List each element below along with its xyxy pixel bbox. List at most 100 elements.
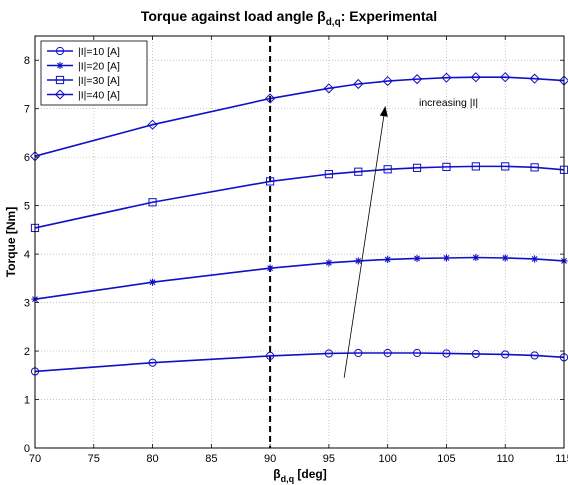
- data-point: [470, 72, 481, 83]
- legend-marker: [56, 61, 64, 70]
- star-stroke: [267, 265, 274, 272]
- annotation-arrowhead: [379, 106, 388, 117]
- data-point: [382, 75, 393, 87]
- legend-marker: [55, 75, 65, 85]
- star-stroke: [325, 259, 332, 266]
- annotation-text: increasing |I|: [419, 97, 478, 109]
- y-tick-label: 7: [24, 104, 30, 116]
- star-stroke: [57, 62, 63, 69]
- y-tick-label: 2: [24, 346, 30, 358]
- data-point: [324, 349, 333, 358]
- data-point: [413, 254, 421, 263]
- y-tick-label: 5: [24, 201, 30, 213]
- x-tick-label: 115: [555, 453, 568, 465]
- chart-title-sub: d,q: [326, 17, 341, 28]
- series-line: [34, 256, 565, 300]
- star-stroke: [443, 255, 450, 261]
- data-point: [354, 167, 363, 176]
- star-stroke: [531, 256, 538, 262]
- x-tick-label: 90: [264, 453, 276, 465]
- data-point: [412, 163, 422, 172]
- y-tick-label: 6: [24, 152, 30, 164]
- data-point: [501, 162, 510, 171]
- data-point: [383, 348, 392, 358]
- x-axis-label-suffix: [deg]: [294, 467, 327, 481]
- y-tick-label: 3: [24, 298, 30, 310]
- chart-title: Torque against load angle βd,q: Experime…: [141, 8, 437, 28]
- data-point: [266, 264, 274, 272]
- data-point: [442, 349, 451, 358]
- data-point: [501, 254, 509, 262]
- chart-title-suffix: : Experimental: [341, 8, 437, 24]
- data-point: [500, 72, 511, 83]
- series-line: [34, 76, 565, 157]
- data-point: [529, 73, 540, 84]
- legend-marker: [55, 46, 65, 56]
- x-tick-label: 70: [29, 453, 41, 465]
- data-point: [325, 259, 333, 267]
- data-point: [324, 170, 333, 179]
- star-stroke: [502, 255, 509, 261]
- data-point: [384, 255, 392, 264]
- legend-label: |I|=40 [A]: [78, 90, 120, 102]
- data-point: [530, 351, 539, 360]
- data-point: [147, 119, 158, 130]
- data-point: [442, 162, 451, 171]
- series-star: [31, 253, 568, 303]
- annotation: increasing |I|: [343, 97, 478, 378]
- y-tick-label: 4: [24, 249, 30, 261]
- x-tick-label: 105: [437, 453, 455, 465]
- plot-frame: [34, 35, 565, 449]
- y-tick-label: 8: [24, 55, 30, 67]
- data-point: [353, 78, 364, 90]
- y-axis-label: Torque [Nm]: [4, 207, 18, 277]
- x-tick-label: 95: [323, 453, 335, 465]
- data-point: [530, 163, 539, 172]
- data-point: [148, 358, 157, 367]
- data-point: [265, 93, 276, 104]
- data-point: [148, 198, 157, 207]
- data-point: [441, 72, 452, 83]
- legend-item: |I|=10 [A]: [47, 46, 120, 58]
- x-tick-label: 110: [496, 453, 514, 465]
- y-tick-label: 0: [24, 443, 30, 455]
- data-point: [471, 349, 480, 359]
- data-point: [531, 255, 539, 263]
- legend-label: |I|=20 [A]: [78, 61, 120, 73]
- legend-items: |I|=10 [A] |I|=20 [A] |I|=30 [A] |I|=40 [A]: [47, 46, 120, 102]
- x-tick-label: 80: [146, 453, 158, 465]
- data-point: [354, 348, 363, 358]
- y-tick-label: 1: [24, 395, 30, 407]
- legend-label: |I|=30 [A]: [78, 75, 120, 87]
- star-stroke: [384, 256, 391, 263]
- annotation-arrow: [343, 106, 386, 378]
- x-axis-label-sub: d,q: [281, 474, 295, 484]
- x-axis-label-main: β: [273, 467, 280, 481]
- series-line: [34, 165, 565, 229]
- data-point: [501, 350, 510, 359]
- series-diamond: [29, 72, 568, 162]
- data-point: [442, 254, 451, 262]
- legend: |I|=10 [A] |I|=20 [A] |I|=30 [A] |I|=40 [A]: [40, 40, 148, 106]
- data-point: [323, 83, 334, 94]
- data-point: [266, 177, 275, 186]
- legend-item: |I|=30 [A]: [47, 75, 120, 87]
- data-point: [148, 278, 157, 286]
- legend-marker: [54, 89, 66, 100]
- legend-item: |I|=40 [A]: [47, 89, 120, 102]
- data-point: [354, 257, 362, 265]
- star-stroke: [149, 279, 156, 286]
- data-point: [471, 162, 480, 171]
- star-stroke: [355, 257, 362, 264]
- data-point: [266, 351, 275, 361]
- data-point: [412, 348, 422, 358]
- star-stroke: [414, 255, 420, 262]
- data-point: [383, 165, 392, 174]
- legend-label: |I|=10 [A]: [78, 46, 120, 58]
- grid: [35, 36, 564, 448]
- star-stroke: [472, 254, 479, 261]
- tick-layer: 70 75 80 85 90 95 100 105 110 115 0 1 2 3 4 5 6 7 8: [24, 36, 568, 465]
- x-axis-label: βd,q [deg]: [273, 467, 327, 484]
- x-tick-label: 75: [88, 453, 100, 465]
